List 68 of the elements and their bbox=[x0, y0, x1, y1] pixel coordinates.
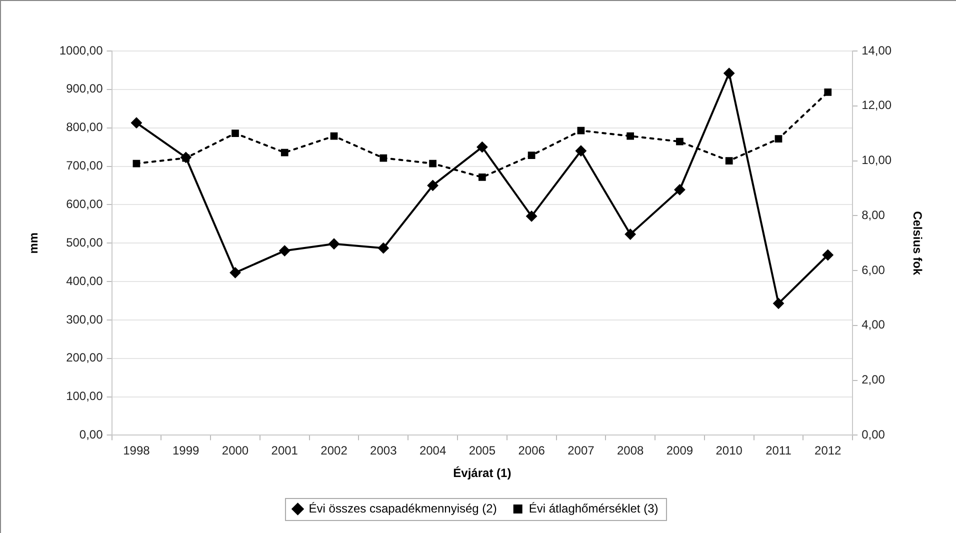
point bbox=[132, 160, 140, 168]
y-tick-label: 900,00 bbox=[66, 82, 104, 96]
point bbox=[279, 245, 290, 256]
x-tick-label: 2004 bbox=[419, 444, 446, 458]
y-tick-label: 100,00 bbox=[66, 389, 104, 404]
point bbox=[676, 138, 684, 146]
point bbox=[626, 132, 634, 140]
point bbox=[674, 184, 686, 196]
point bbox=[328, 238, 340, 250]
y2-tick-label: 0,00 bbox=[862, 428, 886, 442]
x-tick-label: 2008 bbox=[616, 444, 644, 458]
x-tick-label: 2000 bbox=[222, 444, 249, 458]
point bbox=[330, 132, 338, 140]
point bbox=[774, 135, 782, 142]
x-tick-label: 2005 bbox=[468, 444, 496, 458]
legend-label: Évi átlaghőmérséklet (3) bbox=[528, 501, 658, 516]
y-tick-label: 600,00 bbox=[66, 196, 104, 211]
y-tick-label: 300,00 bbox=[66, 312, 104, 326]
point bbox=[575, 145, 586, 156]
point bbox=[772, 298, 784, 309]
y-tick-label: 200,00 bbox=[66, 350, 104, 365]
point bbox=[478, 174, 486, 181]
x-tick-label: 2002 bbox=[320, 444, 348, 458]
point bbox=[724, 68, 735, 79]
point bbox=[427, 180, 438, 191]
point bbox=[280, 148, 288, 156]
point bbox=[130, 117, 142, 128]
x-tick-label: 2010 bbox=[716, 444, 743, 458]
x-tick-label: 2006 bbox=[518, 444, 546, 458]
x-tick-label: 1999 bbox=[172, 444, 200, 458]
y2-tick-label: 8,00 bbox=[862, 208, 886, 222]
legend-label: Évi összes csapadékmennyiség (2) bbox=[308, 501, 497, 516]
point bbox=[824, 88, 832, 96]
x-tick-label: 2011 bbox=[766, 444, 792, 458]
x-axis-title: Évjárat (1) bbox=[453, 466, 512, 480]
y-tick-label: 1000,00 bbox=[59, 43, 104, 58]
point bbox=[822, 250, 834, 261]
point bbox=[526, 210, 538, 222]
point bbox=[429, 160, 436, 168]
y2-tick-label: 6,00 bbox=[862, 262, 886, 277]
x-tick-label: 2003 bbox=[370, 444, 398, 458]
y2-axis-title: Celsius fok bbox=[910, 211, 924, 276]
x-tick-label: 2007 bbox=[568, 444, 595, 458]
point bbox=[378, 242, 389, 254]
y2-tick-label: 4,00 bbox=[862, 318, 886, 332]
point bbox=[232, 130, 239, 138]
y2-tick-label: 14,00 bbox=[862, 43, 892, 58]
point bbox=[180, 152, 192, 163]
y-tick-label: 500,00 bbox=[66, 235, 104, 250]
point bbox=[577, 126, 585, 134]
y2-tick-label: 12,00 bbox=[862, 98, 892, 112]
y-tick-label: 0,00 bbox=[79, 428, 104, 442]
y-tick-label: 700,00 bbox=[66, 158, 104, 173]
point bbox=[230, 267, 241, 278]
point bbox=[624, 228, 636, 240]
point bbox=[476, 142, 488, 153]
x-tick-label: 1998 bbox=[123, 444, 150, 458]
y2-tick-label: 2,00 bbox=[862, 372, 886, 387]
y-axis-title: mm bbox=[26, 232, 41, 254]
y-tick-label: 800,00 bbox=[66, 120, 104, 134]
y2-tick-label: 10,00 bbox=[862, 153, 892, 168]
point bbox=[528, 152, 536, 159]
point bbox=[380, 154, 388, 162]
x-tick-label: 2001 bbox=[271, 444, 298, 458]
x-tick-label: 2012 bbox=[814, 444, 842, 458]
y-tick-label: 400,00 bbox=[66, 274, 104, 288]
x-tick-label: 2009 bbox=[666, 444, 694, 458]
point bbox=[725, 157, 733, 164]
